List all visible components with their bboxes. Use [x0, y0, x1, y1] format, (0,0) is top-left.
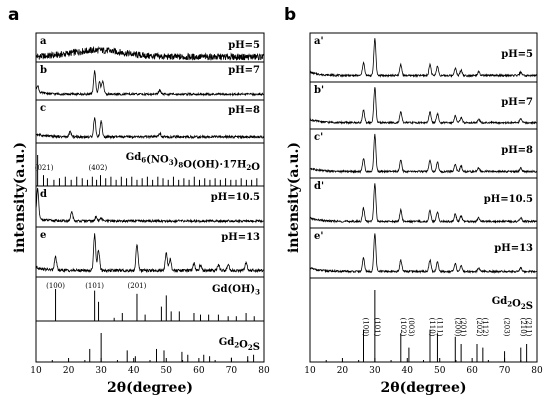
x-tick-label: 70 — [499, 366, 511, 376]
row-label: Gd(OH)3 — [212, 284, 260, 297]
panel-letter: b — [284, 5, 296, 25]
hkl-label: (021) — [35, 164, 54, 172]
row-letter: d' — [314, 181, 324, 192]
hkl-label: (211) — [525, 318, 533, 337]
hkl-label: (110) — [428, 318, 436, 337]
hkl-label: (210) — [519, 318, 527, 337]
row-label: pH=7 — [228, 65, 260, 76]
x-tick-label: 40 — [128, 366, 140, 376]
row-letter: e — [40, 230, 46, 241]
x-tick-label: 50 — [161, 366, 173, 376]
pattern-line — [35, 45, 265, 61]
x-tick-label: 60 — [193, 366, 205, 376]
row-label: Gd2O2S — [492, 296, 533, 312]
pattern-line — [309, 133, 538, 174]
x-tick-label: 30 — [369, 366, 381, 376]
pattern-line — [309, 87, 538, 126]
hkl-label: (101) — [85, 282, 104, 290]
row-letter: c' — [314, 132, 323, 143]
y-axis-title: intensity(a.u.) — [12, 142, 28, 253]
x-tick-label: 80 — [531, 366, 543, 376]
panel-b: 10 20 30 40 50 60 70 80 2θ(degree) intensity(a.u.… — [284, 5, 543, 396]
hkl-label: (100) — [362, 318, 370, 337]
row-label: pH=13 — [221, 232, 260, 243]
x-tick-label: 30 — [95, 366, 107, 376]
hkl-label: (111) — [435, 318, 443, 337]
pattern-line — [35, 70, 265, 97]
pattern-line — [309, 38, 538, 78]
x-tick-label: 20 — [63, 366, 75, 376]
row-label: pH=7 — [501, 97, 533, 108]
row-letter: a — [40, 36, 47, 47]
x-tick-label: 60 — [466, 366, 478, 376]
hkl-label: (102) — [399, 318, 407, 337]
row-label: pH=8 — [501, 145, 533, 156]
row-label: pH=13 — [494, 243, 533, 254]
row-letter: d — [40, 189, 47, 200]
pattern-line — [309, 183, 538, 224]
x-tick-label: 40 — [402, 366, 414, 376]
pattern-line — [309, 233, 538, 274]
pattern-line — [35, 117, 265, 140]
row-letter: b' — [314, 85, 324, 96]
hkl-label: (201) — [128, 282, 147, 290]
hkl-label: (201) — [459, 318, 467, 337]
x-tick-label: 10 — [30, 366, 42, 376]
row-letter: a' — [314, 36, 324, 47]
row-label: pH=10.5 — [484, 194, 533, 205]
row-label: Gd2O2S — [219, 337, 260, 353]
hkl-label: (202) — [475, 318, 483, 337]
panel-letter: a — [8, 5, 19, 25]
x-tick-label: 80 — [258, 366, 270, 376]
hkl-label: (402) — [88, 164, 107, 172]
x-axis-title: 2θ(degree) — [107, 380, 193, 396]
hkl-label: (100) — [46, 282, 65, 290]
row-letter: b — [40, 65, 47, 76]
row-label: pH=5 — [228, 40, 260, 51]
hkl-label: (203) — [503, 318, 511, 337]
y-axis-title: intensity(a.u.) — [286, 142, 302, 253]
pattern-line — [35, 233, 265, 274]
panel-a: 10 20 30 40 50 60 70 80 2θ(degree) intensity(a.u.… — [8, 5, 270, 396]
x-tick-label: 20 — [337, 366, 349, 376]
x-axis-title: 2θ(degree) — [380, 380, 466, 396]
row-letter: c — [40, 103, 46, 114]
hkl-label: (003) — [407, 318, 415, 337]
hkl-label: (200) — [453, 318, 461, 337]
x-tick-label: 50 — [434, 366, 446, 376]
row-label: pH=5 — [501, 49, 533, 60]
pattern-line — [35, 187, 265, 224]
row-label: pH=10.5 — [211, 192, 260, 203]
hkl-label: (112) — [481, 318, 489, 337]
x-tick-label: 10 — [304, 366, 316, 376]
row-label: Gd6(NO3)8O(OH)·17H2O — [126, 152, 261, 173]
x-tick-label: 70 — [226, 366, 238, 376]
row-letter: e' — [314, 231, 323, 242]
hkl-label: (101) — [373, 318, 381, 337]
row-label: pH=8 — [228, 105, 260, 116]
